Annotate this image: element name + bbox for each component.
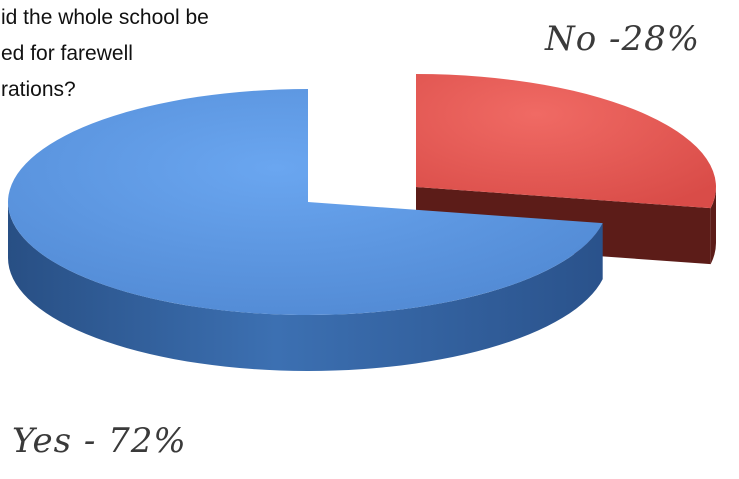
slice-label-no: No -28%: [544, 19, 700, 59]
chart-title-line-1: id the whole school be: [1, 6, 209, 29]
pie-slices: [8, 74, 717, 372]
slice-side-no: [710, 187, 716, 265]
slice-top-no: [416, 74, 717, 209]
chart-title-line-2: ed for farewell: [1, 42, 133, 65]
chart-title: id the whole school be ed for farewell r…: [1, 6, 209, 101]
chart-title-line-3: rations?: [1, 78, 76, 101]
slice-top-yes: [8, 89, 603, 315]
slice-side-yes: [8, 202, 603, 372]
slice-label-yes: Yes - 72%: [12, 421, 187, 461]
